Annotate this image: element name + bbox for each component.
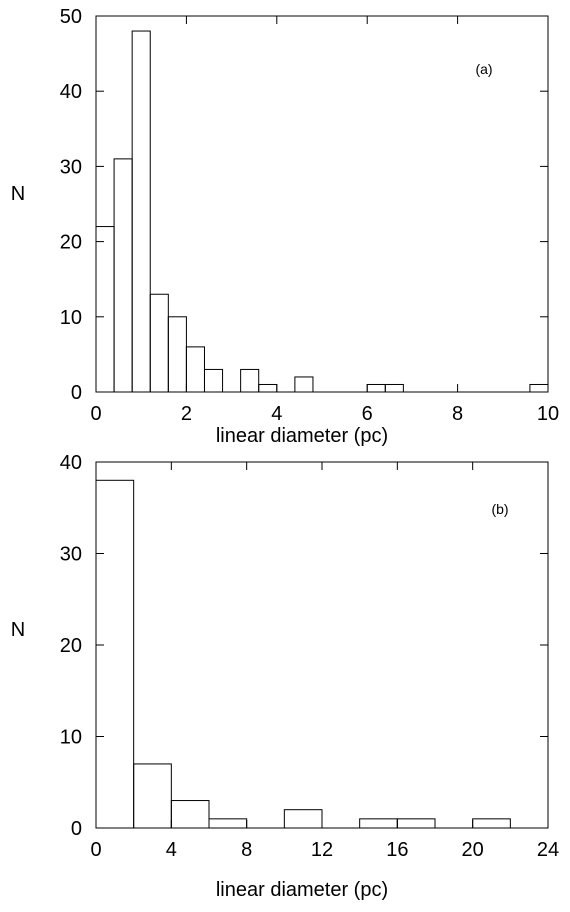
- y-tick-label: 20: [60, 232, 82, 254]
- histogram-bar: [472, 818, 511, 829]
- histogram-bar: [258, 383, 278, 393]
- x-tick-label: 20: [462, 839, 484, 861]
- histogram-bar: [185, 346, 205, 393]
- histogram-bar: [170, 800, 210, 829]
- panel-label: (a): [475, 61, 492, 77]
- histogram-panel-a: 0 2 4 6 8 10 0 10 20 30 40 50 linear diameter (pc) N (…: [11, 6, 559, 447]
- y-tick-label: 20: [60, 635, 82, 657]
- y-tick-label: 50: [60, 6, 82, 28]
- histogram-bar: [149, 293, 169, 393]
- y-tick-label: 10: [60, 307, 82, 329]
- histogram-bar: [113, 158, 133, 393]
- x-tick-label: 16: [386, 839, 408, 861]
- histogram-bar: [203, 368, 224, 393]
- x-tick-label: 12: [311, 839, 333, 861]
- y-tick-label: 10: [60, 727, 82, 749]
- x-tick-label: 24: [537, 839, 559, 861]
- y-tick-label: 30: [60, 544, 82, 566]
- x-tick-label: 6: [362, 403, 373, 425]
- histogram-bar: [95, 479, 135, 829]
- x-tick-label: 0: [90, 839, 101, 861]
- x-tick-label: 10: [537, 403, 559, 425]
- histogram-bar: [384, 383, 404, 393]
- y-axis-label: N: [11, 619, 25, 641]
- histogram-bar: [133, 763, 172, 829]
- x-tick-label: 8: [241, 839, 252, 861]
- x-tick-label: 4: [271, 403, 282, 425]
- y-tick-label: 30: [60, 156, 82, 178]
- histogram-bar: [366, 383, 386, 393]
- histogram-bar: [95, 226, 115, 393]
- histogram-bar: [294, 376, 314, 393]
- x-axis-label: linear diameter (pc): [216, 425, 388, 447]
- histogram-bar: [208, 818, 248, 829]
- histogram-bar: [131, 30, 151, 393]
- histogram-bar: [529, 383, 549, 393]
- y-tick-label: 0: [71, 382, 82, 404]
- y-tick-label: 0: [71, 818, 82, 840]
- y-tick-label: 40: [60, 452, 82, 474]
- histogram-bar: [396, 818, 436, 829]
- histogram-bar: [359, 818, 398, 829]
- plot-frame: [95, 461, 549, 829]
- x-tick-label: 0: [90, 403, 101, 425]
- x-tick-label: 8: [452, 403, 463, 425]
- histogram-bar: [167, 316, 187, 393]
- x-axis-label: linear diameter (pc): [216, 879, 388, 901]
- plot-frame: [95, 15, 549, 393]
- panel-label: (b): [491, 501, 508, 517]
- y-axis-label: N: [11, 183, 25, 205]
- y-tick-label: 40: [60, 81, 82, 103]
- histogram-panel-b: 0 4 8 12 16 20 24 0 10 20 30 40 linear diameter (pc)…: [11, 452, 559, 901]
- x-tick-label: 4: [166, 839, 177, 861]
- x-tick-label: 2: [181, 403, 192, 425]
- histogram-bar: [240, 368, 260, 393]
- histogram-bar: [283, 809, 323, 829]
